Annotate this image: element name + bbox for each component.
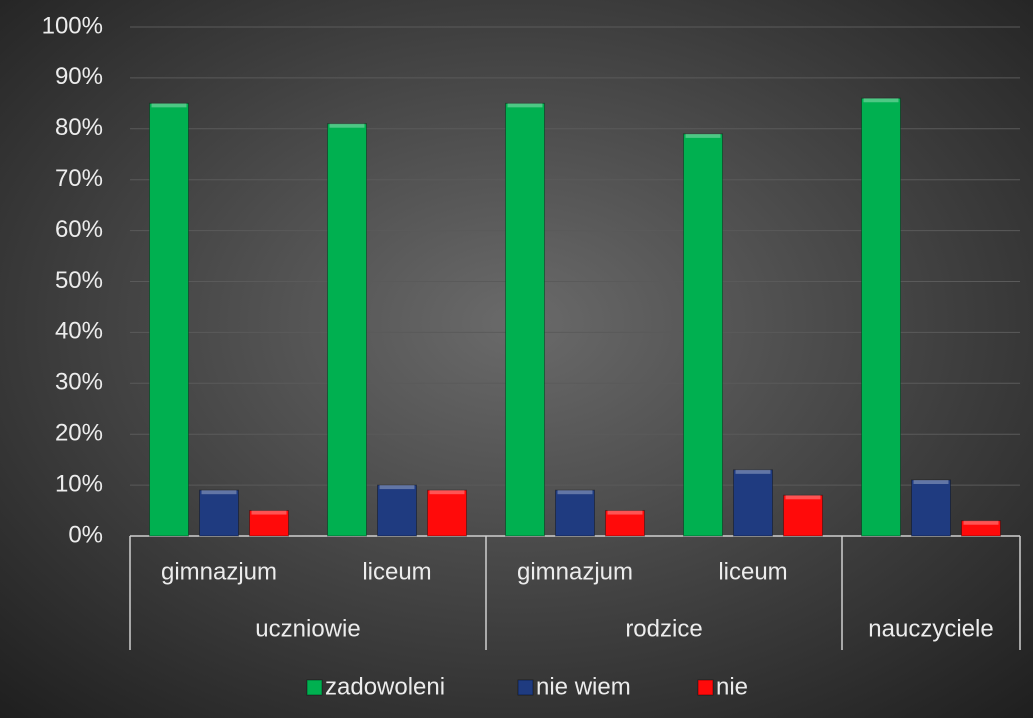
legend-label: nie wiem [536, 673, 631, 700]
bar-top [379, 485, 415, 490]
bar [427, 489, 467, 537]
bar [555, 489, 595, 537]
bar [783, 494, 823, 537]
bar [505, 102, 545, 537]
bar-top [607, 510, 643, 515]
x-tick-label: liceum [718, 558, 787, 585]
bar [249, 510, 289, 537]
bar [377, 484, 417, 537]
bar [733, 469, 773, 537]
y-tick-label: 10% [55, 470, 103, 497]
bar-top [201, 490, 237, 495]
y-tick-label: 90% [55, 63, 103, 90]
y-tick-label: 20% [55, 420, 103, 447]
y-tick-label: 60% [55, 216, 103, 243]
y-tick-label: 30% [55, 369, 103, 396]
y-tick-label: 80% [55, 114, 103, 141]
bar-top [507, 103, 543, 108]
bar-top [735, 469, 771, 474]
legend-swatch [517, 679, 534, 696]
bar-top [863, 98, 899, 103]
bar [911, 479, 951, 537]
bar [327, 123, 367, 537]
x-tick-label: liceum [362, 558, 431, 585]
bar-top [429, 490, 465, 495]
bar [149, 102, 189, 537]
group-label: nauczyciele [868, 615, 993, 642]
bar [199, 489, 239, 537]
bar-top [557, 490, 593, 495]
bar-top [785, 495, 821, 500]
y-tick-label: 100% [42, 12, 103, 39]
group-label: rodzice [625, 615, 702, 642]
bar-top [329, 123, 365, 128]
legend-swatch [306, 679, 323, 696]
y-tick-label: 0% [68, 521, 103, 548]
bar [683, 133, 723, 537]
bar-top [251, 510, 287, 515]
bar-top [151, 103, 187, 108]
y-tick-label: 70% [55, 165, 103, 192]
legend-label: nie [716, 673, 748, 700]
bar-top [913, 480, 949, 485]
y-tick-label: 50% [55, 267, 103, 294]
bar [861, 97, 901, 537]
bar [605, 510, 645, 537]
x-tick-label: gimnazjum [161, 558, 277, 585]
bar-top [963, 520, 999, 525]
x-tick-label: gimnazjum [517, 558, 633, 585]
group-label: uczniowie [255, 615, 360, 642]
bar-top [685, 133, 721, 138]
legend-label: zadowoleni [325, 673, 445, 700]
y-tick-label: 40% [55, 318, 103, 345]
bar [961, 520, 1001, 537]
legend-swatch [697, 679, 714, 696]
